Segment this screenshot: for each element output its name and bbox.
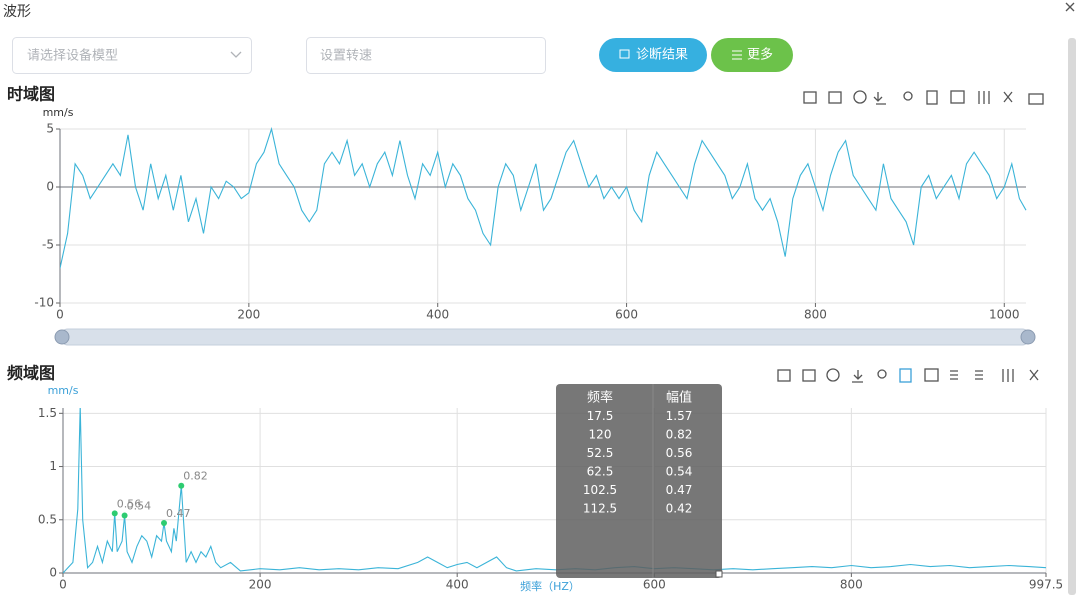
filter-icon	[732, 50, 742, 60]
peak-label: 0.82	[183, 470, 208, 483]
x-tick-label: 997.5	[1029, 578, 1063, 592]
x-tick-label: 600	[615, 308, 638, 322]
tool-icon[interactable]	[803, 91, 817, 104]
freq-title: 频域图	[7, 364, 55, 383]
y-tick-label: 0.5	[38, 512, 57, 526]
tooltip: 频率 幅值 17.5 1.57 120 0.82 52.5 0.56 62.5 0.54 102.5…	[556, 384, 723, 578]
tooltip-cell: 102.5	[583, 483, 617, 497]
x-tick-label: 200	[249, 578, 272, 592]
tooltip-cell: 0.54	[666, 465, 693, 479]
y-tick-label: 1	[49, 459, 57, 473]
tool-icon[interactable]	[903, 91, 913, 101]
speed-placeholder: 设置转速	[320, 49, 372, 64]
scrollbar[interactable]	[1068, 38, 1076, 595]
tool-icon[interactable]	[1003, 91, 1013, 103]
x-tick-label: 400	[426, 308, 449, 322]
tool-icon[interactable]	[877, 369, 887, 379]
peak-marker	[111, 510, 118, 517]
y-tick-label: 0	[49, 566, 57, 580]
tooltip-cell: 1.57	[666, 409, 693, 423]
tooltip-cell: 120	[589, 428, 612, 442]
tool-icon[interactable]	[1028, 93, 1044, 105]
tooltip-box	[556, 384, 722, 578]
tool-icon[interactable]	[853, 90, 867, 104]
x-tick-label: 0	[56, 308, 64, 322]
slider-handle[interactable]	[54, 329, 70, 345]
tool-icon[interactable]	[873, 92, 886, 105]
diagnose-button[interactable]	[599, 38, 707, 72]
tooltip-cell: 52.5	[587, 446, 614, 460]
tooltip-header: 幅值	[666, 390, 692, 406]
x-axis-label: 频率（HZ）	[520, 579, 580, 593]
tool-icon[interactable]	[978, 91, 990, 104]
x-tick-label: 600	[643, 578, 666, 592]
x-tick-label: 800	[840, 578, 863, 592]
tool-icon[interactable]	[950, 90, 965, 104]
y-tick-label: 5	[46, 122, 54, 136]
tool-icon[interactable]	[826, 368, 840, 382]
tool-icon[interactable]	[802, 369, 816, 382]
time-toolbar	[803, 90, 1044, 105]
close-icon[interactable]	[1065, 2, 1075, 12]
data-line	[63, 408, 1047, 574]
y-axis-label: mm/s	[43, 106, 74, 119]
x-tick-label: 800	[804, 308, 827, 322]
y-tick-label: 1.5	[38, 406, 57, 420]
y-tick-label: -10	[34, 296, 54, 310]
tool-icon[interactable]	[975, 370, 983, 380]
more-button[interactable]	[711, 38, 793, 72]
tool-icon[interactable]	[950, 370, 958, 380]
tooltip-header: 频率	[587, 390, 613, 406]
tooltip-cell: 112.5	[583, 502, 617, 516]
tool-icon[interactable]	[926, 90, 938, 105]
tooltip-cell: 0.56	[666, 446, 693, 460]
tool-icon[interactable]	[1029, 369, 1039, 381]
x-tick-label: 400	[446, 578, 469, 592]
peak-marker	[161, 519, 168, 526]
x-tick-label: 1000	[989, 308, 1020, 322]
y-tick-label: 0	[46, 180, 54, 194]
time-title: 时域图	[7, 85, 55, 104]
chevron	[230, 51, 242, 58]
tooltip-cell: 62.5	[587, 465, 614, 479]
tooltip-cell: 0.42	[666, 502, 693, 516]
data-line	[60, 126, 1027, 269]
tool-icon[interactable]	[828, 91, 842, 104]
slider-handle[interactable]	[1020, 329, 1036, 345]
zoom-slider[interactable]	[59, 328, 1031, 346]
model-placeholder: 请选择设备模型	[27, 48, 118, 64]
peak-label: 0.54	[127, 500, 152, 513]
tool-icon[interactable]	[852, 370, 863, 383]
y-tick-label: -5	[42, 238, 54, 252]
peak-label: 0.56	[117, 497, 142, 510]
speed-input[interactable]	[306, 37, 546, 74]
peak-marker	[121, 512, 128, 519]
tooltip-cell: 17.5	[587, 409, 614, 423]
more-label: 更多	[747, 47, 773, 63]
x-tick-label: 200	[237, 308, 260, 322]
y-axis-label: mm/s	[48, 384, 79, 397]
freq-toolbar	[777, 368, 1039, 383]
tool-icon[interactable]	[899, 368, 912, 383]
x-tick-label: 0	[59, 578, 67, 592]
tooltip-cell: 0.82	[666, 428, 693, 442]
range-handle	[715, 570, 723, 578]
tool-icon[interactable]	[1002, 369, 1014, 382]
window-title: 波形	[3, 4, 31, 20]
model-select[interactable]	[12, 37, 252, 74]
diagnose-label: 诊断结果	[636, 48, 688, 63]
tooltip-cell: 0.47	[666, 483, 693, 497]
tool-icon[interactable]	[777, 369, 791, 382]
tool-icon[interactable]	[924, 368, 939, 382]
peak-label: 0.47	[166, 507, 191, 520]
peak-marker	[178, 482, 185, 489]
cart-icon	[619, 49, 630, 59]
